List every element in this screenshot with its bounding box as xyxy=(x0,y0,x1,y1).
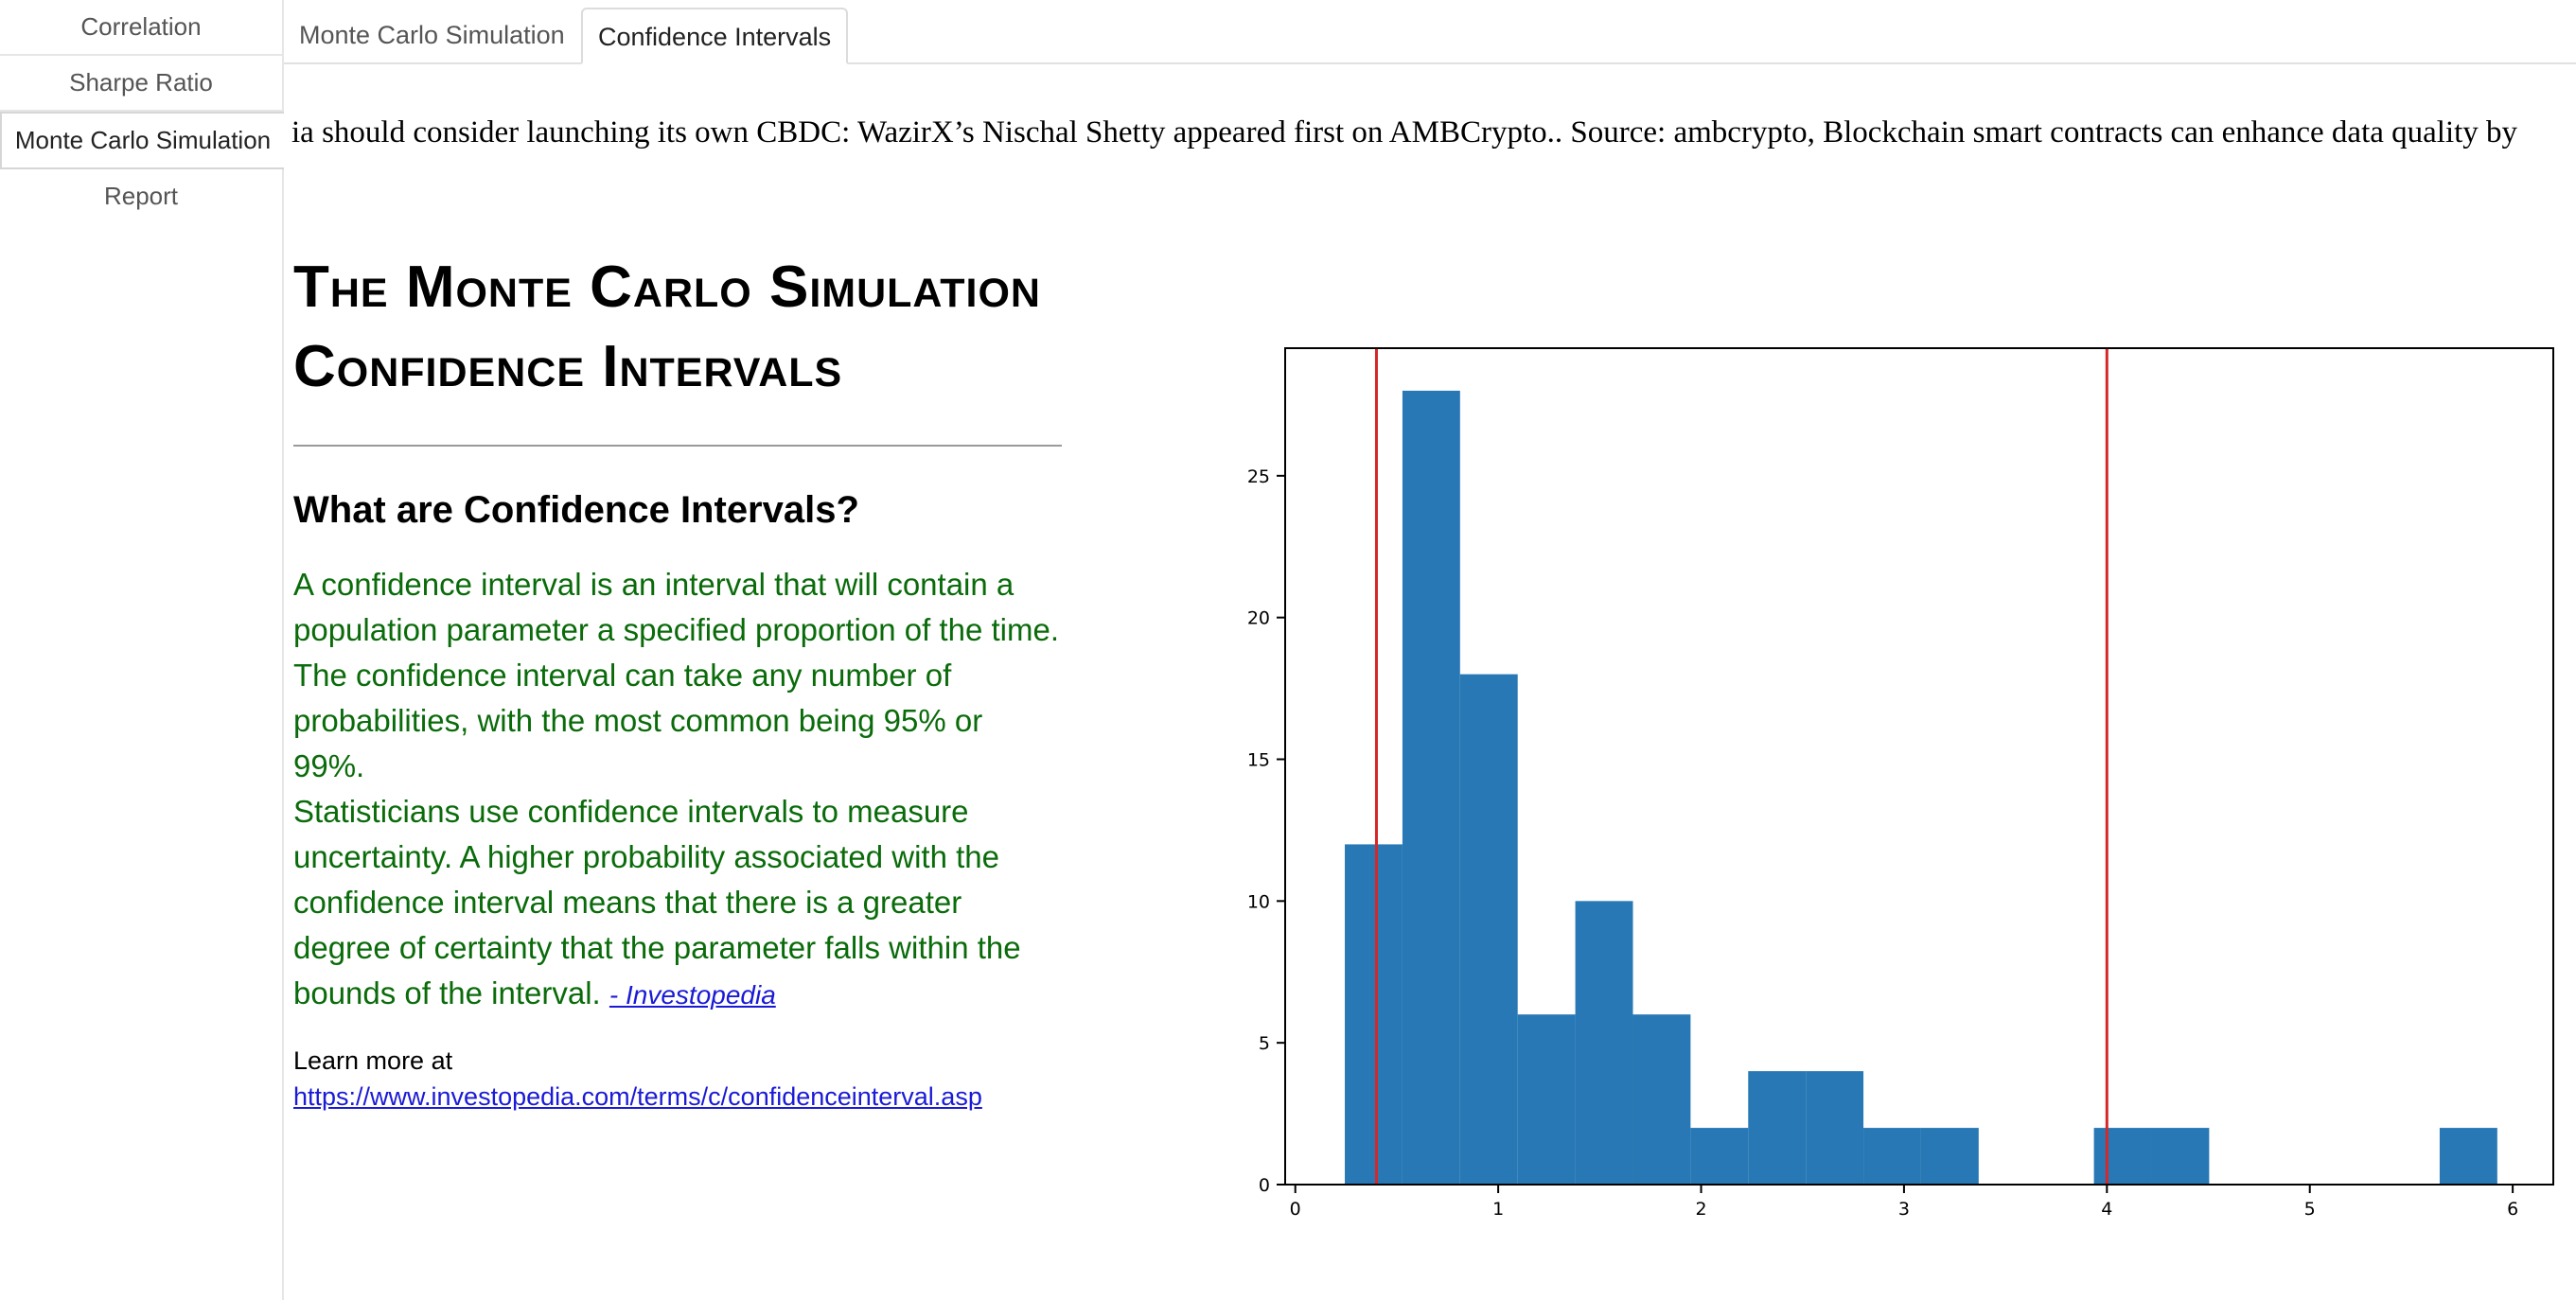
sidebar-item-sharpe-ratio[interactable]: Sharpe Ratio xyxy=(0,56,282,112)
investopedia-source-link[interactable]: - Investopedia xyxy=(609,980,776,1010)
learn-more-label: Learn more at xyxy=(293,1046,453,1075)
y-tick-label: 20 xyxy=(1247,608,1270,629)
content-left: The Monte Carlo Simulation Confidence In… xyxy=(293,248,1062,1115)
sidebar-item-report[interactable]: Report xyxy=(103,182,179,210)
histogram-bar xyxy=(1690,1128,1749,1185)
y-tick-label: 10 xyxy=(1247,891,1270,912)
histogram-bar xyxy=(2093,1128,2152,1185)
histogram-bar xyxy=(1806,1071,1864,1185)
y-tick-label: 0 xyxy=(1259,1175,1270,1196)
histogram-bar xyxy=(1863,1128,1921,1185)
sidebar-item-monte-carlo-simulation[interactable]: Monte Carlo Simulation xyxy=(0,112,284,169)
histogram-bar xyxy=(1517,1014,1576,1185)
histogram-svg: 0 1 2 3 4 5 6 0 5 10 15 20 25 xyxy=(1247,347,2554,1220)
x-tick-label: 5 xyxy=(2304,1199,2316,1220)
histogram-chart: 0 1 2 3 4 5 6 0 5 10 15 20 25 xyxy=(1230,331,2555,1244)
tab-confidence-intervals[interactable]: Confidence Intervals xyxy=(581,8,849,64)
y-tick-label: 5 xyxy=(1259,1033,1270,1054)
description-text: A confidence interval is an interval tha… xyxy=(293,567,1059,783)
page-title-line1: The Monte Carlo Simulation xyxy=(293,255,1041,320)
x-tick-label: 1 xyxy=(1492,1199,1504,1220)
description-text-2: Statisticians use confidence intervals t… xyxy=(293,794,1021,1010)
news-ticker: ia should consider launching its own CBD… xyxy=(284,106,2576,163)
histogram-bar xyxy=(1459,674,1518,1185)
divider xyxy=(293,445,1062,447)
plot-frame xyxy=(1284,347,2554,1186)
x-tick-label: 0 xyxy=(1290,1199,1301,1220)
sidebar-item-correlation[interactable]: Correlation xyxy=(0,0,282,56)
page-title: The Monte Carlo Simulation Confidence In… xyxy=(293,248,1062,407)
x-tick-label: 6 xyxy=(2507,1199,2518,1220)
section-heading: What are Confidence Intervals? xyxy=(293,489,859,531)
y-tick-label: 15 xyxy=(1247,750,1270,771)
x-tick-label: 4 xyxy=(2101,1199,2112,1220)
histogram-bar xyxy=(2439,1128,2497,1185)
news-ticker-text: ia should consider launching its own CBD… xyxy=(291,115,2518,149)
histogram-bar xyxy=(1345,844,1403,1185)
histogram-bar xyxy=(1748,1071,1807,1185)
histogram-bar xyxy=(1632,1014,1691,1185)
x-tick-label: 2 xyxy=(1695,1199,1706,1220)
learn-more: Learn more at https://www.investopedia.c… xyxy=(293,1043,1062,1115)
sidebar: Correlation Sharpe Ratio Monte Carlo Sim… xyxy=(0,0,284,1300)
description: A confidence interval is an interval tha… xyxy=(293,562,1062,1018)
learn-more-link[interactable]: https://www.investopedia.com/terms/c/con… xyxy=(293,1082,982,1111)
tab-bar: Monte Carlo Simulation Confidence Interv… xyxy=(284,0,2576,64)
page-title-line2: Confidence Intervals xyxy=(293,334,843,399)
histogram-bar xyxy=(1920,1128,1979,1185)
y-tick-label: 25 xyxy=(1247,466,1270,487)
histogram-bar xyxy=(2151,1128,2210,1185)
histogram-bar xyxy=(1575,901,1633,1185)
histogram-bar xyxy=(1402,390,1460,1185)
tab-monte-carlo-simulation[interactable]: Monte Carlo Simulation xyxy=(299,21,565,49)
x-tick-label: 3 xyxy=(1898,1199,1910,1220)
